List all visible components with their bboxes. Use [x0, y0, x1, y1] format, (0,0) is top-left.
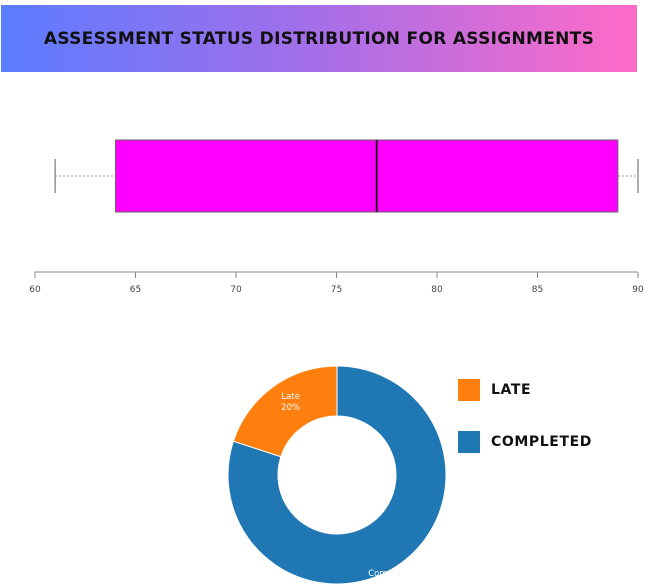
x-tick-label: 90	[632, 285, 644, 295]
legend-item-late: LATE	[458, 378, 592, 402]
x-tick-label: 65	[130, 285, 141, 295]
legend-item-completed: COMPLETED	[458, 430, 592, 454]
donut-slice-completed	[227, 365, 447, 585]
iqr-box	[114, 139, 619, 213]
legend-swatch-late	[458, 379, 480, 401]
x-tick-label: 80	[431, 285, 443, 295]
slice-value-completed: 80%	[382, 580, 401, 586]
slice-label-completed: Completed	[368, 569, 414, 579]
slice-value-late: 20%	[281, 403, 300, 413]
x-tick-label: 70	[230, 285, 242, 295]
legend-swatch-completed	[458, 431, 480, 453]
donut-legend: LATE COMPLETED	[458, 378, 592, 482]
title-banner: ASSESSMENT STATUS DISTRIBUTION FOR ASSIG…	[1, 5, 637, 72]
x-tick-label: 75	[331, 285, 342, 295]
box-plot: 60 65 70 75 80 85 90	[29, 139, 644, 295]
legend-label-completed: COMPLETED	[491, 434, 592, 450]
page-title: ASSESSMENT STATUS DISTRIBUTION FOR ASSIG…	[43, 28, 595, 49]
legend-label-late: LATE	[491, 382, 532, 398]
x-tick-label: 60	[29, 285, 41, 295]
x-tick-label: 85	[532, 285, 543, 295]
slice-label-late: Late	[281, 392, 300, 402]
